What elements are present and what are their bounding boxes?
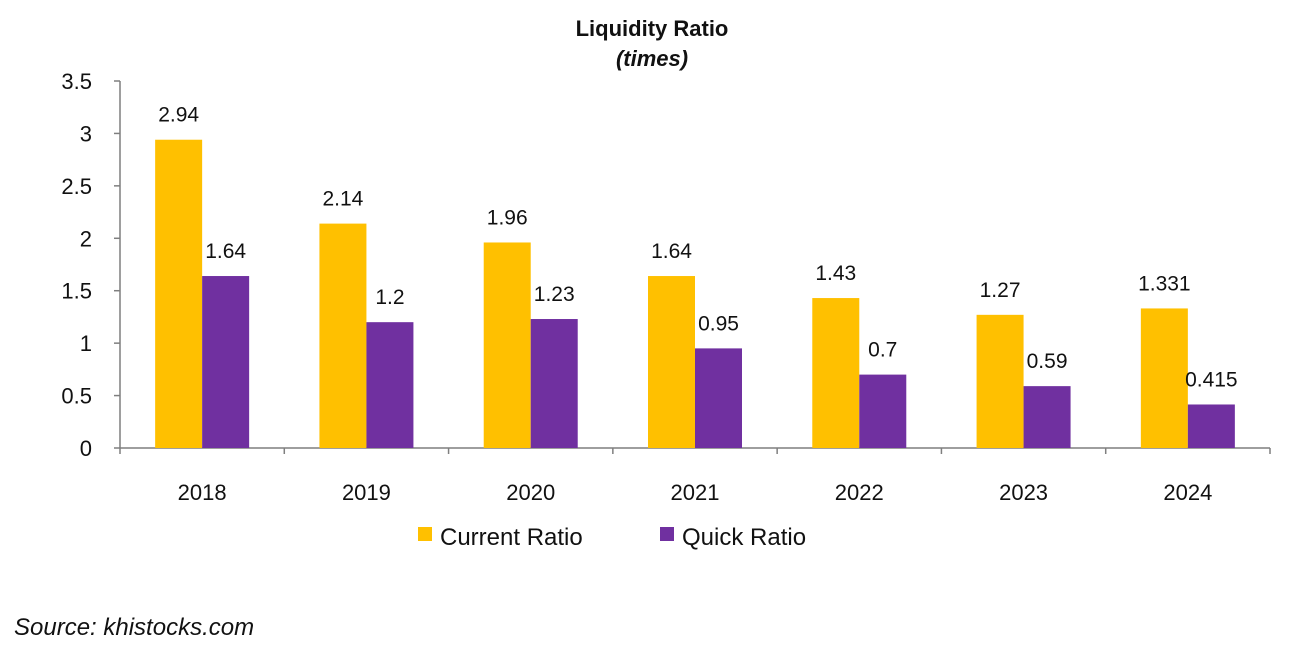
- x-tick-label: 2020: [506, 480, 555, 505]
- chart-title: Liquidity Ratio: [576, 16, 729, 41]
- source-note: Source: khistocks.com: [14, 614, 254, 641]
- data-label-quick-ratio-2019: 1.2: [375, 286, 404, 309]
- y-axis: 0 0.5 1 1.5 2 2.5 3 3.5: [61, 69, 121, 461]
- x-tick-label: 2024: [1163, 480, 1212, 505]
- bar-series-group: [155, 139, 1235, 448]
- legend: Current Ratio Quick Ratio: [418, 524, 806, 551]
- y-tick-label: 3: [80, 121, 92, 146]
- bar-quick-ratio-2018: [202, 276, 250, 448]
- bar-quick-ratio-2019: [366, 322, 414, 448]
- bar-quick-ratio-2021: [695, 348, 742, 448]
- data-label-current-ratio-2019: 2.14: [322, 188, 363, 211]
- data-labels-group: 2.94 2.14 1.96 1.64 1.43 1.27 1.331 1.64 1.2 1.23…: [158, 104, 1237, 392]
- x-tick-label: 2023: [999, 480, 1048, 505]
- bar-quick-ratio-2024: [1187, 404, 1235, 448]
- y-tick-label: 1: [80, 331, 92, 356]
- bar-current-ratio-2018: [155, 139, 203, 448]
- x-axis: 2018 2019 2020 2021 2022 2023 2024: [119, 447, 1271, 505]
- y-tick-label: 2.5: [61, 174, 92, 199]
- bar-current-ratio-2020: [483, 242, 531, 448]
- data-label-quick-ratio-2023: 0.59: [1027, 350, 1068, 373]
- x-tick-label: 2018: [178, 480, 227, 505]
- chart-subtitle: (times): [616, 46, 688, 71]
- data-label-current-ratio-2023: 1.27: [980, 279, 1021, 302]
- data-label-quick-ratio-2021: 0.95: [698, 312, 739, 335]
- data-label-quick-ratio-2018: 1.64: [205, 240, 246, 263]
- bar-quick-ratio-2022: [859, 374, 907, 448]
- data-label-current-ratio-2018: 2.94: [158, 104, 199, 127]
- data-label-quick-ratio-2024: 0.415: [1185, 368, 1238, 391]
- data-label-quick-ratio-2022: 0.7: [868, 339, 897, 362]
- y-tick-label: 0.5: [61, 384, 92, 409]
- data-label-current-ratio-2024: 1.331: [1138, 272, 1191, 295]
- y-tick-label: 1.5: [61, 279, 92, 304]
- y-tick-label: 3.5: [61, 69, 92, 94]
- bar-current-ratio-2021: [648, 276, 695, 448]
- legend-swatch-current-ratio: [418, 527, 432, 541]
- legend-swatch-quick-ratio: [660, 527, 674, 541]
- legend-label-quick-ratio: Quick Ratio: [682, 524, 806, 551]
- data-label-current-ratio-2022: 1.43: [815, 262, 856, 285]
- x-tick-label: 2022: [835, 480, 884, 505]
- bar-current-ratio-2023: [976, 314, 1024, 448]
- bar-quick-ratio-2020: [530, 319, 578, 448]
- bar-quick-ratio-2023: [1023, 386, 1071, 448]
- y-tick-label: 0: [80, 436, 92, 461]
- bar-current-ratio-2024: [1140, 308, 1188, 448]
- bar-current-ratio-2019: [319, 223, 367, 448]
- x-tick-label: 2019: [342, 480, 391, 505]
- legend-label-current-ratio: Current Ratio: [440, 524, 583, 551]
- y-tick-label: 2: [80, 226, 92, 251]
- x-tick-label: 2021: [671, 480, 720, 505]
- data-label-quick-ratio-2020: 1.23: [534, 283, 575, 306]
- data-label-current-ratio-2020: 1.96: [487, 206, 528, 229]
- bar-current-ratio-2022: [812, 298, 860, 448]
- data-label-current-ratio-2021: 1.64: [651, 240, 692, 263]
